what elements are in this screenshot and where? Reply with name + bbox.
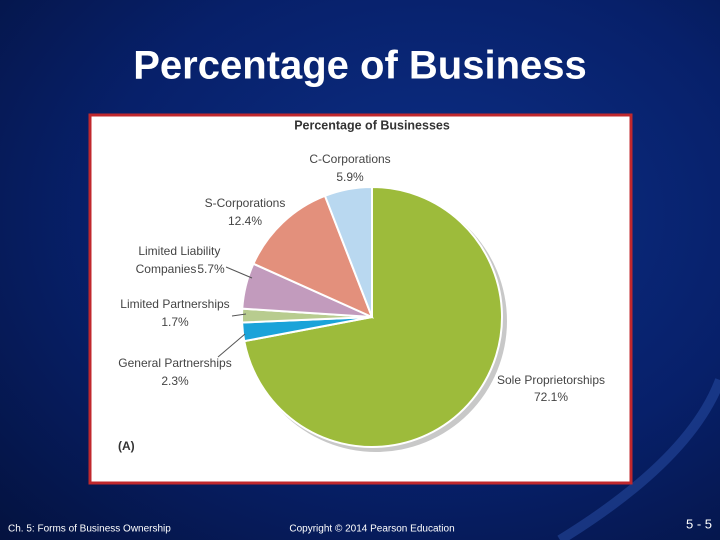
leader-line bbox=[231, 313, 247, 317]
leader-line bbox=[217, 333, 246, 358]
value-label: 5.7% bbox=[197, 262, 225, 276]
footer-left: Ch. 5: Forms of Business Ownership bbox=[8, 524, 171, 535]
category-label: S-Corporations bbox=[205, 196, 286, 210]
pie-slice bbox=[252, 194, 374, 319]
category-label: Limited Partnerships bbox=[120, 297, 229, 311]
pie-slice bbox=[323, 185, 373, 318]
pie-slice bbox=[243, 185, 503, 448]
category-label: General Partnerships bbox=[118, 356, 231, 370]
value-label: 2.3% bbox=[161, 374, 189, 388]
page-number: 5 - 5 bbox=[686, 516, 712, 531]
leader-line bbox=[225, 266, 253, 279]
value-label: 5.9% bbox=[336, 170, 364, 184]
value-label: 12.4% bbox=[228, 214, 262, 228]
category-label: Sole Proprietorships bbox=[497, 373, 605, 387]
value-label: 1.7% bbox=[161, 315, 189, 329]
labels: Sole Proprietorships 72.1% General Partner… bbox=[118, 152, 605, 404]
pie bbox=[241, 185, 503, 448]
category-label: C-Corporations bbox=[309, 152, 390, 166]
value-label: 72.1% bbox=[534, 390, 568, 404]
panel-label: (A) bbox=[118, 439, 135, 453]
footer-center: Copyright © 2014 Pearson Education bbox=[289, 524, 454, 535]
slide-title: Percentage of Business bbox=[133, 44, 587, 88]
category-label: Limited Liability Companies bbox=[136, 244, 224, 276]
chart-title: Percentage of Businesses bbox=[294, 118, 450, 132]
decoration bbox=[557, 378, 720, 540]
